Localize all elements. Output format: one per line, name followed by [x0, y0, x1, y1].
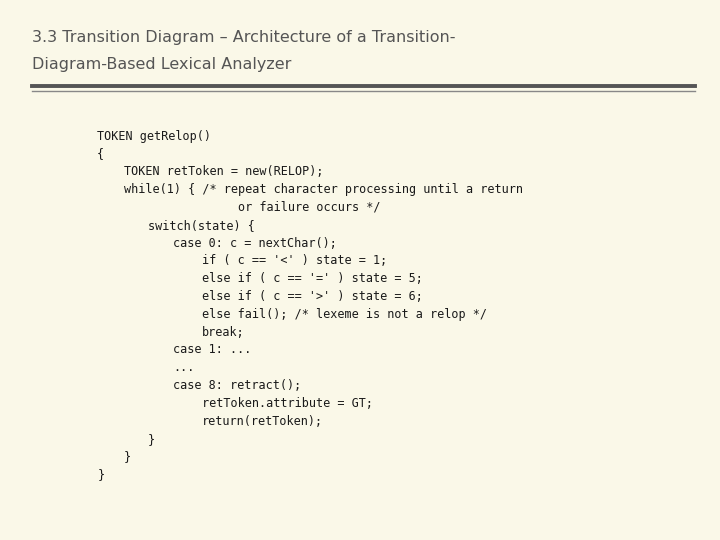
Text: else fail(); /* lexeme is not a relop */: else fail(); /* lexeme is not a relop */: [202, 308, 487, 321]
Text: }: }: [124, 450, 131, 463]
Text: else if ( c == '>' ) state = 6;: else if ( c == '>' ) state = 6;: [202, 290, 423, 303]
Text: else if ( c == '=' ) state = 5;: else if ( c == '=' ) state = 5;: [202, 272, 423, 285]
Text: }: }: [97, 468, 104, 481]
Text: break;: break;: [202, 326, 244, 339]
Text: {: {: [97, 147, 104, 160]
Text: return(retToken);: return(retToken);: [202, 415, 323, 428]
Text: retToken.attribute = GT;: retToken.attribute = GT;: [202, 397, 373, 410]
Text: Diagram-Based Lexical Analyzer: Diagram-Based Lexical Analyzer: [32, 57, 292, 72]
Text: case 8: retract();: case 8: retract();: [173, 379, 301, 392]
Text: case 0: c = nextChar();: case 0: c = nextChar();: [173, 237, 337, 249]
Text: or failure occurs */: or failure occurs */: [124, 201, 380, 214]
Text: if ( c == '<' ) state = 1;: if ( c == '<' ) state = 1;: [202, 254, 387, 267]
Text: TOKEN retToken = new(RELOP);: TOKEN retToken = new(RELOP);: [124, 165, 323, 178]
Text: }: }: [148, 433, 155, 446]
Text: ...: ...: [173, 361, 194, 374]
Text: case 1: ...: case 1: ...: [173, 343, 251, 356]
Text: 3.3 Transition Diagram – Architecture of a Transition-: 3.3 Transition Diagram – Architecture of…: [32, 30, 456, 45]
Text: switch(state) {: switch(state) {: [148, 219, 254, 232]
Text: while(1) { /* repeat character processing until a return: while(1) { /* repeat character processin…: [124, 183, 523, 196]
Text: TOKEN getRelop(): TOKEN getRelop(): [97, 130, 211, 143]
